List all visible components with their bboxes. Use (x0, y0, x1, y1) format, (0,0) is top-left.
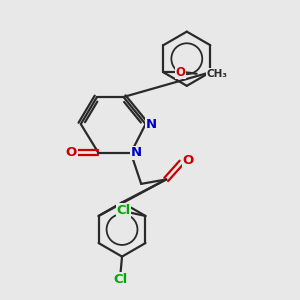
Text: O: O (176, 66, 185, 79)
Text: O: O (66, 146, 77, 159)
Text: N: N (130, 146, 142, 159)
Text: Cl: Cl (116, 204, 130, 217)
Text: N: N (145, 118, 156, 130)
Text: O: O (182, 154, 194, 166)
Text: Cl: Cl (113, 273, 128, 286)
Text: CH₃: CH₃ (206, 69, 227, 79)
